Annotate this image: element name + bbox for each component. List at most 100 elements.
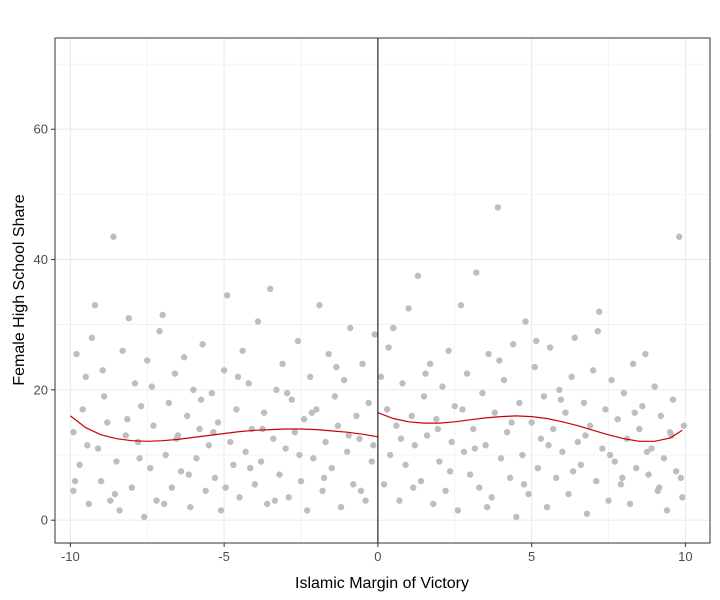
x-tick-label: 10 xyxy=(678,549,692,564)
data-point xyxy=(84,442,91,449)
data-point xyxy=(500,376,508,384)
data-point xyxy=(214,419,222,426)
data-point xyxy=(177,468,185,475)
data-point xyxy=(156,328,163,335)
data-point xyxy=(239,347,246,354)
data-point xyxy=(410,484,417,491)
data-point xyxy=(267,285,274,293)
data-point xyxy=(230,461,237,469)
data-point xyxy=(359,360,366,368)
data-point xyxy=(273,386,280,394)
data-point xyxy=(439,383,446,390)
data-point xyxy=(76,461,83,469)
data-point xyxy=(608,376,615,384)
data-point xyxy=(562,409,569,416)
data-point xyxy=(383,406,391,413)
data-point xyxy=(506,474,514,482)
x-axis-ticks: -10 -5 0 5 10 xyxy=(61,543,693,564)
data-point xyxy=(168,484,176,491)
data-point xyxy=(345,432,352,439)
data-point xyxy=(271,497,279,504)
data-point xyxy=(357,487,365,495)
data-point xyxy=(124,415,131,423)
data-point xyxy=(663,507,671,514)
data-point xyxy=(648,445,655,452)
data-point xyxy=(454,507,462,514)
data-point xyxy=(260,409,268,416)
data-point xyxy=(636,425,643,433)
data-point xyxy=(483,503,491,511)
data-point xyxy=(672,468,680,475)
data-point xyxy=(602,406,609,413)
data-point xyxy=(205,442,212,449)
data-point xyxy=(660,455,668,462)
data-point xyxy=(411,442,418,449)
data-point xyxy=(331,393,339,400)
data-point xyxy=(476,484,483,491)
data-point xyxy=(546,344,554,351)
data-point xyxy=(679,494,686,501)
data-point xyxy=(553,474,560,482)
data-point xyxy=(208,389,216,397)
data-point xyxy=(417,477,425,485)
data-point xyxy=(642,350,649,358)
data-point xyxy=(606,451,614,459)
data-point xyxy=(617,481,625,488)
data-point xyxy=(582,432,589,439)
data-point xyxy=(531,363,538,371)
data-point xyxy=(629,360,637,368)
data-point xyxy=(134,438,142,446)
data-point xyxy=(522,318,529,325)
data-point xyxy=(386,451,394,459)
data-point xyxy=(197,396,205,403)
x-tick-label: 0 xyxy=(374,549,381,564)
data-point xyxy=(291,429,299,436)
data-point xyxy=(307,373,314,381)
data-point xyxy=(322,438,329,446)
data-point xyxy=(430,500,437,508)
data-point xyxy=(254,318,262,325)
data-point xyxy=(217,507,225,514)
data-point xyxy=(503,429,511,436)
data-point xyxy=(88,334,96,341)
data-point xyxy=(485,350,492,358)
data-point xyxy=(180,354,188,361)
data-point xyxy=(451,402,458,410)
data-point xyxy=(79,406,86,413)
data-point xyxy=(593,477,600,485)
data-point xyxy=(159,311,166,319)
data-point xyxy=(276,471,283,478)
data-point xyxy=(516,399,523,407)
y-axis-ticks: 0 20 40 60 xyxy=(34,122,55,528)
data-point xyxy=(371,331,379,338)
data-point xyxy=(442,487,449,495)
data-point xyxy=(263,500,271,508)
data-point xyxy=(569,468,577,475)
data-point xyxy=(448,438,455,446)
data-point xyxy=(116,507,123,514)
data-point xyxy=(211,474,219,482)
data-point xyxy=(422,370,429,377)
data-point xyxy=(337,503,345,511)
data-point xyxy=(122,432,129,439)
data-point xyxy=(162,451,169,459)
grid-minor xyxy=(55,38,710,543)
data-point xyxy=(97,477,105,485)
y-tick-label: 20 xyxy=(34,382,48,397)
data-point xyxy=(611,458,618,465)
data-point xyxy=(294,337,302,345)
data-point xyxy=(537,435,545,442)
data-point xyxy=(445,347,452,354)
data-point xyxy=(184,412,191,420)
data-point xyxy=(528,419,535,426)
data-point xyxy=(626,500,634,508)
data-point xyxy=(303,507,311,514)
data-point xyxy=(210,429,217,436)
data-point xyxy=(534,464,541,472)
fit-line-left xyxy=(70,415,378,442)
data-point xyxy=(150,422,157,429)
data-point xyxy=(457,301,465,309)
data-point xyxy=(594,328,601,335)
data-point xyxy=(325,350,332,358)
data-point xyxy=(368,458,375,465)
